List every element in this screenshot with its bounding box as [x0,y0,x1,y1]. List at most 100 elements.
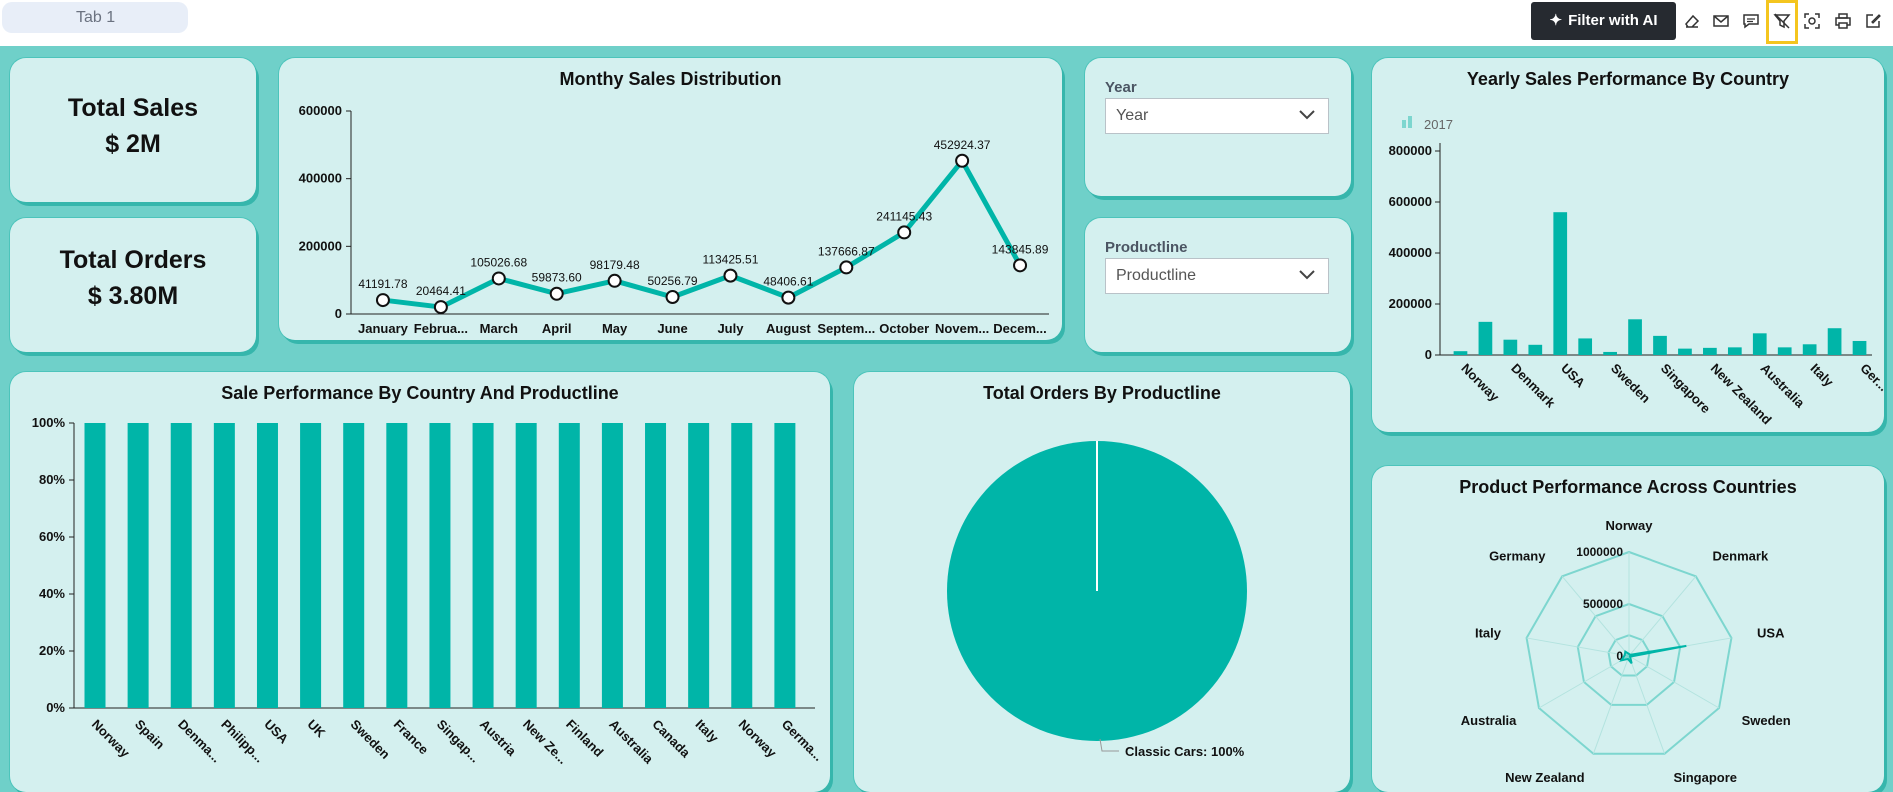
productline-dropdown[interactable]: Productline [1105,258,1329,294]
sale-performance-chart: 0%20%40%60%80%100%Norway Spain Denma...Phi… [32,415,826,767]
bar [688,423,710,708]
y-tick-label: 200000 [1389,296,1432,311]
x-tick-label: Canada [649,717,693,761]
data-label: 113425.51 [703,253,759,267]
bar [472,423,494,708]
y-tick-label: 800000 [1389,143,1432,158]
product-performance-card[interactable]: Product Performance Across Countries Nor… [1372,466,1884,792]
data-label: 50256.79 [648,274,698,288]
total-sales-card[interactable]: Total Sales $ 2M [10,58,256,202]
radar-tick-label: 500000 [1583,597,1623,611]
bar [300,423,322,708]
screenshot-icon[interactable] [1801,10,1823,32]
filter-off-icon[interactable] [1771,10,1793,32]
yearly-sales-title: Yearly Sales Performance By Country [1466,69,1790,89]
data-label: 48406.61 [763,275,813,289]
data-point [375,293,390,308]
sale-performance-title: Sale Performance By Country And Productl… [221,383,619,403]
bar [1528,344,1543,355]
bar [515,423,537,708]
sale-performance-card[interactable]: Sale Performance By Country And Productl… [10,372,830,792]
x-tick-label: Austria [477,717,520,760]
bar [1453,351,1468,355]
x-tick-label: Norway [89,717,133,761]
y-tick-label: 60% [39,529,65,544]
bar [1802,344,1817,355]
x-tick-label: June [657,321,687,336]
data-label: 41191.78 [358,277,407,291]
mail-icon[interactable] [1710,10,1732,32]
data-label: 98179.48 [590,258,640,272]
data-point [491,271,506,286]
data-label: 241145.43 [876,209,932,223]
legend-label: 2017 [1424,117,1453,132]
radar-axis-label: Singapore [1673,770,1737,785]
data-label: 143845.89 [992,242,1049,256]
x-tick-label: USA [261,717,291,747]
data-point [839,260,854,275]
orders-productline-chart: Classic Cars: 100% [947,441,1247,759]
x-tick-label: Philipp... [218,717,267,766]
filter-with-ai-button[interactable]: ✦ Filter with AI [1531,2,1676,40]
x-tick-label: UK [304,717,328,741]
y-tick-label: 100% [32,415,66,430]
sales-line [382,158,1023,310]
x-tick-label: Germa... [779,717,826,764]
print-icon[interactable] [1832,10,1854,32]
total-orders-card[interactable]: Total Orders $ 3.80M [10,218,256,352]
dashboard-canvas: Total Sales $ 2M Total Orders $ 3.80M Mo… [0,46,1893,792]
radar-axis-label: Italy [1475,625,1502,640]
radar-axis-label: Germany [1489,548,1546,563]
tab-1[interactable]: Tab 1 [2,2,188,33]
x-tick-label: Singapore [1658,361,1714,417]
radar-spoke [1628,576,1697,657]
comment-icon[interactable] [1740,10,1762,32]
x-tick-label: Februa... [414,321,468,336]
x-tick-label: Ger... [1857,361,1884,395]
bar [1678,348,1692,355]
year-dropdown[interactable]: Year [1105,98,1329,134]
radar-series-area [1619,644,1687,664]
top-toolbar: Tab 1 ✦ Filter with AI [0,0,1893,46]
bar [1578,338,1593,355]
yearly-sales-chart: 2017 0 200000 400000 600000 800000 Norway Denma… [1389,116,1884,427]
bar [1752,333,1767,355]
monthly-sales-card[interactable]: Monthy Sales Distribution 0 200000 400000 6… [279,58,1062,340]
year-slicer-label: Year [1105,79,1137,96]
total-sales-title: Total Sales [67,94,199,122]
bar [1852,340,1867,355]
monthly-sales-chart: 0 200000 400000 600000 41191.78 January 20464.… [299,103,1049,336]
legend-icon [1408,116,1412,128]
bar [774,423,796,708]
legend-icon [1402,120,1406,128]
x-tick-label: Australia [606,717,656,767]
y-tick-label: 0% [46,700,65,715]
year-slicer-card: Year Year [1085,58,1351,196]
x-tick-label: March [480,321,518,336]
x-tick-label: New Ze... [520,717,570,767]
data-point [723,268,738,283]
pie-label: Classic Cars: 100% [1125,744,1245,759]
radar-spoke [1526,637,1630,657]
x-tick-label: Septem... [817,321,875,336]
bar [1727,347,1742,355]
radar-spoke [1628,655,1666,754]
radar-spoke [1561,576,1630,657]
filter-with-ai-label: Filter with AI [1568,12,1658,29]
data-point [549,286,564,301]
bar [601,423,623,708]
orders-productline-card[interactable]: Total Orders By Productline Classic Cars… [854,372,1350,792]
x-tick-label: USA [1558,361,1588,391]
year-dropdown-value: Year [1116,107,1149,124]
eraser-icon[interactable] [1681,10,1703,32]
monthly-sales-title: Monthy Sales Distribution [559,69,782,89]
radar-grid-ring [1607,634,1651,677]
data-point [433,300,448,315]
edit-icon[interactable] [1862,10,1884,32]
bar [429,423,451,708]
productline-slicer-label: Productline [1105,239,1188,256]
data-label: 137666.87 [818,244,875,258]
yearly-sales-card[interactable]: Yearly Sales Performance By Country 2017… [1372,58,1884,432]
bar [1553,212,1568,355]
bar [731,423,753,708]
